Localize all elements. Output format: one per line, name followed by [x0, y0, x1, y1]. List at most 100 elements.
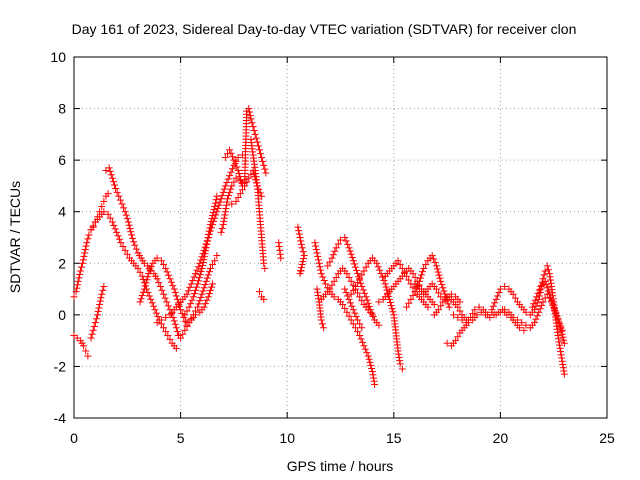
axis-ticks: 0 5 10 15 20 25 -4 -2 0 2 4 6 8 10 [50, 49, 615, 446]
data-point [198, 290, 206, 298]
data-point [181, 326, 189, 334]
data-point [179, 330, 187, 338]
data-point [541, 267, 549, 275]
data-point [343, 308, 351, 316]
data-point [160, 290, 168, 298]
data-point [360, 342, 368, 350]
data-point [400, 268, 408, 276]
data-point [245, 174, 253, 182]
data-point [349, 320, 357, 328]
data-point [374, 263, 382, 271]
data-point [350, 260, 358, 268]
data-point [509, 313, 517, 321]
data-point [275, 243, 283, 251]
data-point [89, 326, 97, 334]
data-point [238, 182, 246, 190]
data-point [415, 277, 423, 285]
data-point [416, 274, 424, 282]
data-point [231, 160, 239, 168]
data-point [535, 286, 543, 294]
data-point [320, 276, 328, 284]
data-point [110, 221, 118, 229]
data-point [535, 308, 543, 316]
data-point [370, 377, 378, 385]
data-point [471, 306, 479, 314]
data-point [171, 320, 179, 328]
data-point [119, 243, 127, 251]
data-point [558, 327, 566, 335]
data-point [351, 309, 359, 317]
data-point [375, 321, 383, 329]
data-point [170, 317, 178, 325]
data-point [82, 242, 90, 250]
data-point [249, 123, 257, 131]
data-point [491, 299, 499, 307]
data-point [234, 154, 242, 162]
data-point [359, 286, 367, 294]
data-point [89, 222, 97, 230]
y-axis-label: SDTVAR / TECUs [7, 181, 23, 293]
data-point [300, 255, 308, 263]
data-point [329, 251, 337, 259]
data-point [409, 270, 417, 278]
data-point [228, 182, 236, 190]
data-point [536, 305, 544, 313]
data-point [396, 261, 404, 269]
data-point [300, 252, 308, 260]
x-tick-label: 15 [386, 430, 402, 446]
data-point [354, 316, 362, 324]
data-point [95, 304, 103, 312]
data-point [177, 334, 185, 342]
data-point [559, 364, 567, 372]
data-point [437, 302, 445, 310]
data-point [84, 235, 92, 243]
data-point [539, 298, 547, 306]
data-point [163, 268, 171, 276]
data-point [136, 268, 144, 276]
data-point [211, 203, 219, 211]
data-point [364, 352, 372, 360]
x-tick-label: 20 [493, 430, 509, 446]
data-point [473, 311, 481, 319]
data-point [170, 285, 178, 293]
data-point [414, 281, 422, 289]
data-point [332, 273, 340, 281]
data-point [313, 285, 321, 293]
data-point [247, 115, 255, 123]
data-point [554, 335, 562, 343]
data-point [143, 276, 151, 284]
data-point [552, 310, 560, 318]
data-point [223, 178, 231, 186]
data-point [297, 240, 305, 248]
data-point [209, 209, 217, 217]
data-point [317, 316, 325, 324]
data-point [232, 197, 240, 205]
data-point [311, 239, 319, 247]
data-point [538, 301, 546, 309]
data-point [277, 254, 285, 262]
data-point [418, 271, 426, 279]
data-point [543, 284, 551, 292]
data-point [167, 278, 175, 286]
data-point [81, 249, 89, 257]
data-point [276, 250, 284, 258]
data-point [162, 328, 170, 336]
data-point [161, 294, 169, 302]
data-point [90, 322, 98, 330]
data-point [444, 300, 452, 308]
data-point [434, 268, 442, 276]
data-point [409, 292, 417, 300]
data-point [547, 276, 555, 284]
data-point [376, 266, 384, 274]
data-point [509, 290, 517, 298]
data-point [398, 365, 406, 373]
data-point [489, 302, 497, 310]
data-point [184, 287, 192, 295]
grid-lines [74, 57, 607, 418]
data-point [398, 264, 406, 272]
data-point [345, 244, 353, 252]
data-point [386, 298, 394, 306]
data-point [351, 324, 359, 332]
data-point [348, 253, 356, 261]
data-point [345, 295, 353, 303]
